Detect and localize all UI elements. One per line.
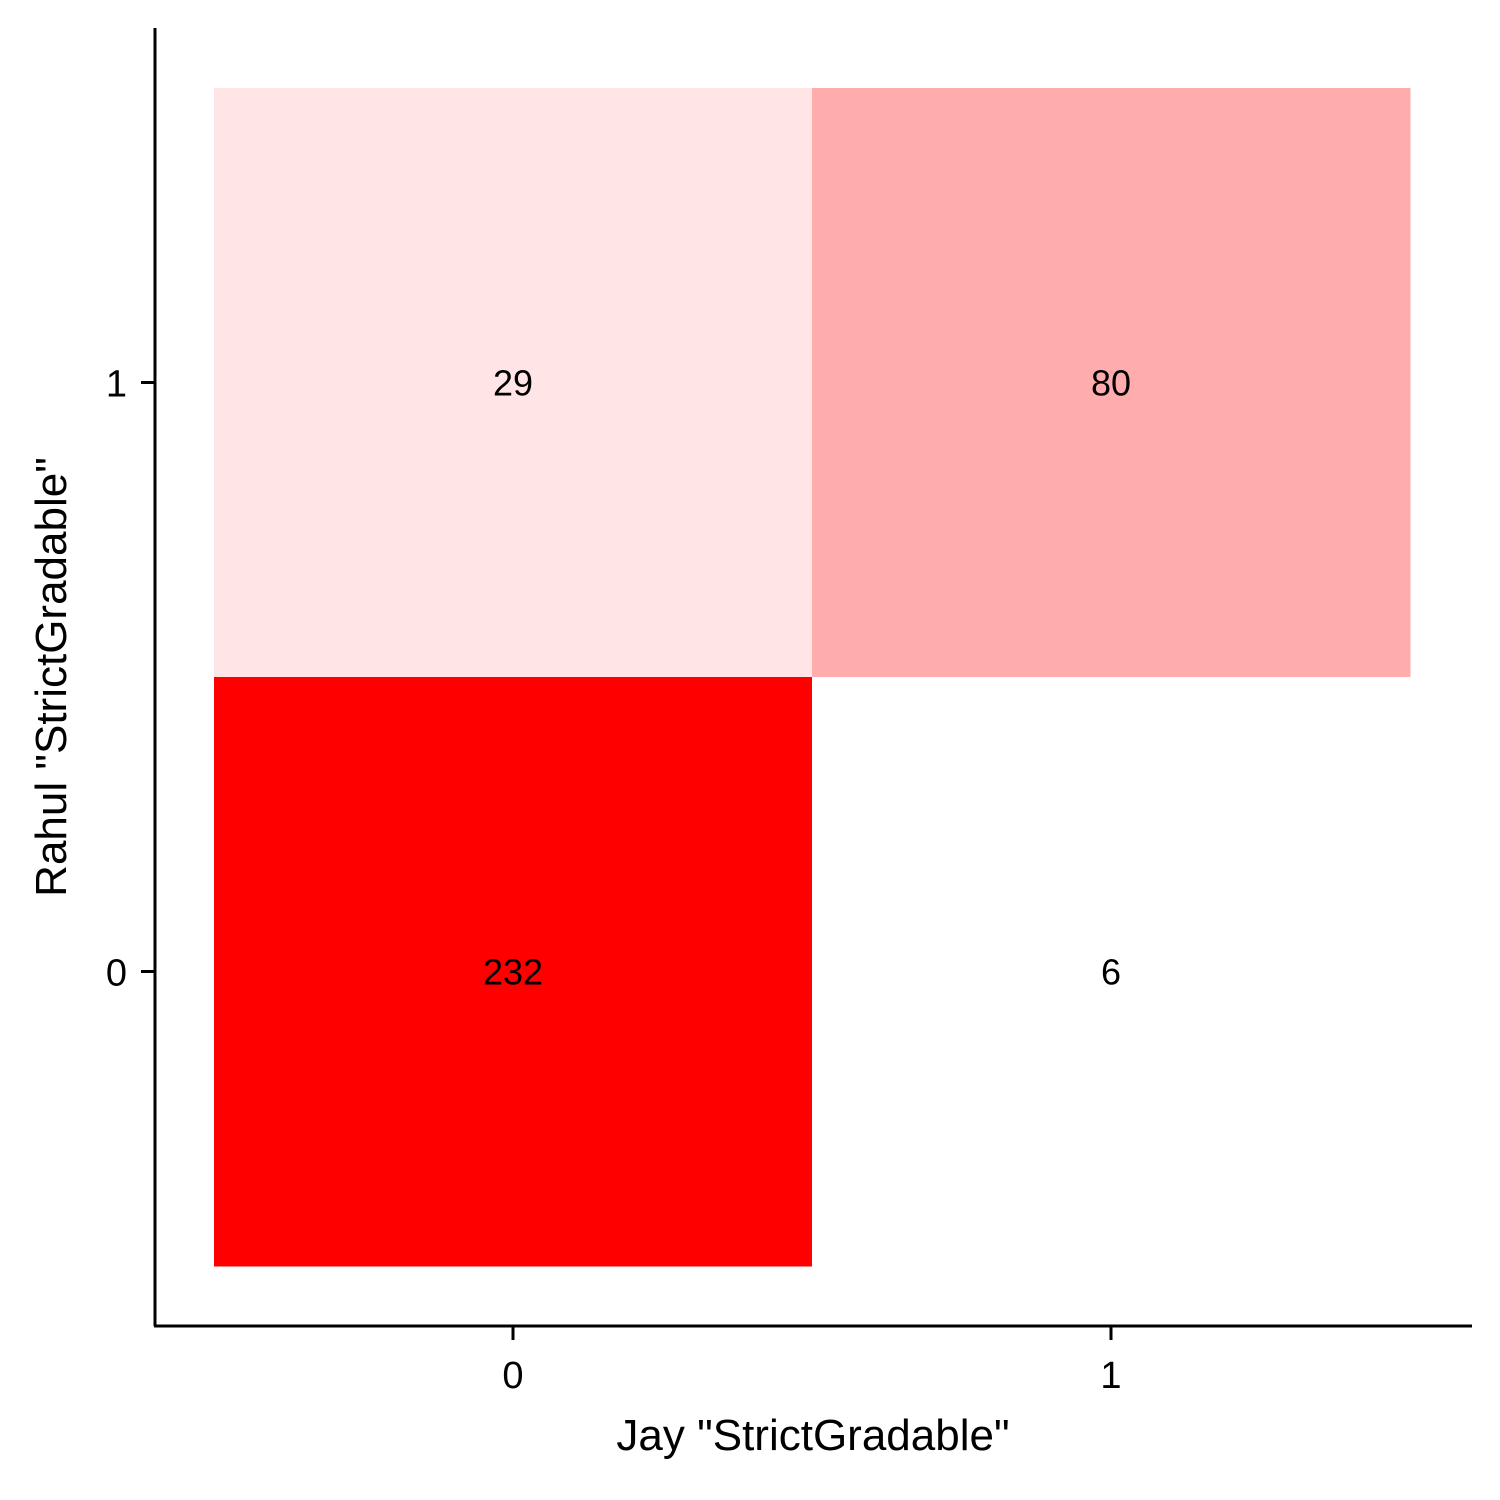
x-tick-label: 1 xyxy=(1100,1355,1121,1397)
y-tick-label: 0 xyxy=(106,953,127,995)
cell-value-label: 80 xyxy=(1091,363,1131,404)
heatmap-cell-0-0 xyxy=(214,677,813,1267)
heatmap-cell-0-1 xyxy=(214,88,813,678)
y-axis-ticks: 01 xyxy=(106,364,155,995)
cell-value-label: 29 xyxy=(493,363,533,404)
heatmap-cell-1-0 xyxy=(812,677,1411,1267)
x-tick-label: 0 xyxy=(502,1355,523,1397)
x-axis-title: Jay "StrictGradable" xyxy=(616,1411,1009,1460)
heatmap-cell-1-1 xyxy=(812,88,1411,678)
y-axis-title: Rahul "StrictGradable" xyxy=(27,457,76,897)
heatmap-cell-labels: 29 80 232 6 xyxy=(483,363,1131,993)
cell-value-label: 232 xyxy=(483,952,543,993)
cell-value-label: 6 xyxy=(1101,952,1121,993)
y-tick-label: 1 xyxy=(106,364,127,406)
heatmap-cells xyxy=(214,88,1411,1267)
